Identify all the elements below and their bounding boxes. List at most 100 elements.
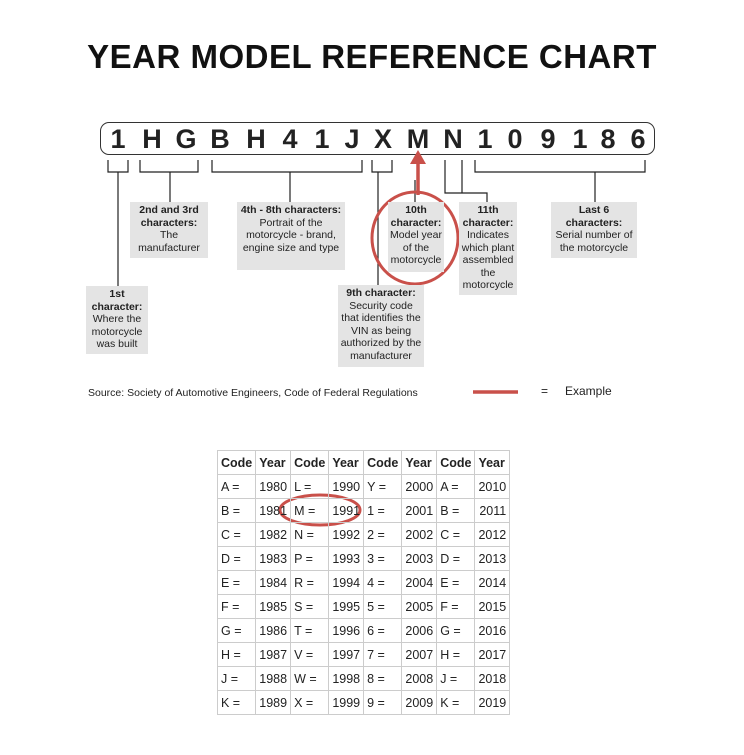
year-cell: 1996 (328, 618, 365, 643)
column-header: Code (436, 450, 476, 475)
column-header: Code (363, 450, 403, 475)
vin-character: 1 (110, 124, 126, 154)
label-head: 2nd and 3rd characters: (139, 204, 199, 229)
code-cell: K = (216, 690, 257, 715)
year-cell: 1994 (328, 570, 365, 595)
highlight-circle-10th (370, 190, 460, 286)
year-cell: 1992 (328, 522, 365, 547)
code-cell: 5 = (363, 594, 403, 619)
code-cell: 6 = (363, 618, 403, 643)
vin-character: 1 (477, 124, 493, 154)
year-cell: 1982 (255, 522, 292, 547)
column-header: Year (401, 450, 438, 475)
vin-character: B (210, 124, 230, 154)
table-row: E = 1984 R = 1994 4 = 2004 E = 2014 (216, 570, 511, 595)
legend-label: Example (565, 384, 612, 398)
year-cell: 2002 (401, 522, 438, 547)
code-cell: F = (436, 594, 476, 619)
code-cell: S = (290, 594, 330, 619)
label-9th: 9th character: Security code that identif… (338, 285, 424, 367)
label-head: 1st character: (91, 288, 143, 313)
year-cell: 2017 (474, 642, 511, 667)
code-cell: D = (436, 546, 476, 571)
code-cell: C = (216, 522, 257, 547)
table-row: F = 1985 S = 1995 5 = 2005 F = 2015 (216, 594, 511, 619)
year-cell: 1988 (255, 666, 292, 691)
year-code-table: Code Year Code Year Code Year Code Year A = 1980… (216, 450, 511, 715)
code-cell: K = (436, 690, 476, 715)
table-row: H = 1987 V = 1997 7 = 2007 H = 2017 (216, 642, 511, 667)
table-row: G = 1986 T = 1996 6 = 2006 G = 2016 (216, 618, 511, 643)
year-cell: 2001 (401, 498, 438, 523)
code-cell: 4 = (363, 570, 403, 595)
table-row: J = 1988 W = 1998 8 = 2008 J = 2018 (216, 666, 511, 691)
code-cell: 1 = (363, 498, 403, 523)
label-body: Portrait of the motorcycle - brand, engi… (242, 216, 340, 254)
code-cell: G = (216, 618, 257, 643)
year-cell: 1990 (328, 474, 365, 499)
code-cell: J = (436, 666, 476, 691)
code-cell: N = (290, 522, 330, 547)
column-header: Year (328, 450, 365, 475)
year-cell: 2010 (474, 474, 511, 499)
code-cell: X = (290, 690, 330, 715)
code-cell: M = (290, 498, 330, 523)
code-cell: R = (290, 570, 330, 595)
bracket-last6 (474, 160, 646, 202)
code-cell: E = (436, 570, 476, 595)
year-cell: 2015 (474, 594, 511, 619)
label-4-8: 4th - 8th characters: Portrait of the mot… (237, 202, 345, 270)
year-cell: 2003 (401, 546, 438, 571)
year-cell: 2004 (401, 570, 438, 595)
year-cell: 2008 (401, 666, 438, 691)
label-head: 9th character: (346, 287, 416, 299)
label-body: Where the motorcycle was built (91, 313, 143, 350)
year-cell: 2007 (401, 642, 438, 667)
column-header: Code (290, 450, 330, 475)
bracket-1st (107, 160, 129, 286)
vin-character: 1 (314, 124, 330, 154)
vin-character: M (406, 124, 430, 154)
year-cell: 1981 (255, 498, 292, 523)
code-cell: F = (216, 594, 257, 619)
legend-equals: = (541, 384, 549, 398)
code-cell: B = (216, 498, 257, 523)
column-header: Year (255, 450, 292, 475)
table-row: K = 1989 X = 1999 9 = 2009 K = 2019 (216, 690, 511, 715)
code-cell: Y = (363, 474, 403, 499)
year-cell: 1991 (328, 498, 365, 523)
vin-character: 8 (600, 124, 616, 154)
year-cell: 2009 (401, 690, 438, 715)
code-cell: 2 = (363, 522, 403, 547)
year-cell: 2019 (474, 690, 511, 715)
table-row: D = 1983 P = 1993 3 = 2003 D = 2013 (216, 546, 511, 571)
label-2-3: 2nd and 3rd characters: The manufacturer (130, 202, 208, 258)
label-body: Security code that identifies the VIN as… (340, 299, 422, 362)
column-header: Year (474, 450, 511, 475)
table-row: A = 1980 L = 1990 Y = 2000 A = 2010 (216, 474, 511, 499)
label-1st: 1st character: Where the motorcycle was b… (86, 286, 148, 354)
vin-character: 6 (630, 124, 646, 154)
vin-character: G (175, 124, 197, 154)
year-cell: 1985 (255, 594, 292, 619)
table-row: B = 1981 M = 1991 1 = 2001 B = 2011 (216, 498, 511, 523)
year-cell: 2000 (401, 474, 438, 499)
vin-character: X (373, 124, 393, 154)
code-cell: C = (436, 522, 476, 547)
code-cell: H = (216, 642, 257, 667)
code-cell: A = (436, 474, 476, 499)
year-cell: 1987 (255, 642, 292, 667)
vin-character: N (443, 124, 463, 154)
vin-box (100, 122, 655, 155)
page-title: YEAR MODEL REFERENCE CHART (87, 38, 657, 75)
code-cell: 8 = (363, 666, 403, 691)
year-cell: 1999 (328, 690, 365, 715)
code-cell: B = (436, 498, 476, 523)
year-cell: 1997 (328, 642, 365, 667)
year-cell: 2014 (474, 570, 511, 595)
vin-character: 1 (572, 124, 588, 154)
label-head: 4th - 8th characters: (240, 204, 342, 216)
label-head: 11th character: (462, 204, 514, 229)
code-cell: 3 = (363, 546, 403, 571)
